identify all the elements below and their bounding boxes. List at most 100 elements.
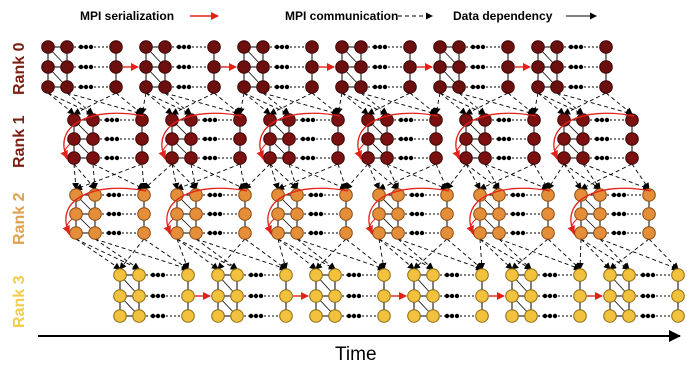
serialization-arrow	[452, 112, 537, 159]
ellipsis-dot	[470, 64, 476, 70]
ellipsis-dot	[351, 272, 357, 278]
ellipsis-dot	[552, 272, 558, 278]
legend: MPI serialization MPI communication Data…	[80, 9, 597, 23]
ellipsis-dot	[568, 64, 574, 70]
communication-arrow	[311, 92, 339, 115]
task-node	[67, 132, 81, 146]
task-node	[135, 113, 149, 127]
ellipsis-dot	[604, 117, 610, 123]
task-node	[377, 309, 391, 323]
ellipsis-dot	[449, 293, 455, 299]
task-node	[282, 151, 296, 165]
task-node	[113, 309, 127, 323]
communication-arrow	[439, 92, 467, 115]
communication-arrow	[164, 92, 192, 115]
ellipsis-dot	[181, 84, 187, 90]
ellipsis-dot	[310, 155, 316, 161]
rank-3-block-1	[211, 268, 293, 323]
communication-arrow	[269, 163, 298, 190]
communication-arrow	[537, 92, 565, 115]
task-node	[309, 309, 323, 323]
ellipsis-dot	[480, 44, 486, 50]
ellipsis-dot	[552, 313, 558, 319]
task-node	[671, 289, 685, 303]
communication-arrow	[73, 163, 96, 190]
rank-2-block-3	[372, 188, 454, 240]
rank-0-block-5	[531, 40, 613, 94]
ellipsis-dot	[510, 211, 516, 217]
communication-arrow	[143, 238, 189, 270]
communication-arrow	[244, 238, 287, 270]
communication-arrow	[145, 92, 192, 115]
task-node	[181, 309, 195, 323]
communication-arrow	[547, 238, 581, 270]
communication-arrow	[465, 92, 509, 115]
task-node	[622, 289, 636, 303]
communication-arrow	[277, 238, 288, 270]
task-node	[642, 207, 656, 221]
ellipsis-dot	[510, 230, 516, 236]
task-node	[524, 309, 538, 323]
ellipsis-dot	[155, 313, 161, 319]
ellipsis-dot	[78, 64, 84, 70]
communication-arrow	[599, 238, 630, 270]
ellipsis-dot	[202, 117, 208, 123]
task-node	[132, 309, 146, 323]
task-node	[207, 40, 221, 54]
rank-2-block-0	[69, 188, 151, 240]
task-node	[233, 113, 247, 127]
task-node	[67, 151, 81, 165]
ellipsis-dot	[305, 155, 311, 161]
task-node	[158, 60, 172, 74]
task-node	[574, 207, 588, 221]
communication-arrow	[582, 163, 601, 190]
ellipsis-dot	[106, 192, 112, 198]
task-node	[492, 207, 506, 221]
task-node	[170, 207, 184, 221]
communication-arrow	[262, 92, 290, 115]
ellipsis-dot	[88, 84, 94, 90]
ellipsis-dot	[279, 64, 285, 70]
ellipsis-dot	[650, 313, 656, 319]
communication-arrow	[75, 163, 143, 191]
communication-arrow	[94, 238, 189, 271]
serialization-arrow	[264, 187, 349, 234]
task-node	[233, 151, 247, 165]
ellipsis-dot	[515, 230, 521, 236]
task-node	[271, 226, 285, 240]
ellipsis-dot	[475, 84, 481, 90]
communication-arrows	[47, 92, 679, 271]
ellipsis-dot	[186, 44, 192, 50]
serialization-arrow	[163, 187, 248, 234]
ellipsis-dot	[212, 155, 218, 161]
ellipsis-dot	[568, 84, 574, 90]
task-node	[165, 132, 179, 146]
ellipsis-dot	[611, 230, 617, 236]
communication-arrow	[378, 163, 437, 190]
task-node	[478, 151, 492, 165]
ellipsis-dot	[470, 84, 476, 90]
serialization-arrow	[357, 143, 365, 161]
communication-arrow	[378, 238, 434, 270]
task-node	[475, 268, 489, 282]
rank-3-block-0	[113, 268, 195, 323]
task-node	[550, 40, 564, 54]
ellipsis-dot	[568, 44, 574, 50]
ellipsis-dot	[403, 155, 409, 161]
task-node	[237, 80, 251, 94]
task-node	[271, 207, 285, 221]
ellipsis-dot	[616, 211, 622, 217]
ellipsis-dot	[640, 272, 646, 278]
task-node	[60, 80, 74, 94]
task-node	[541, 226, 555, 240]
ellipsis-dot	[640, 293, 646, 299]
ellipsis-dot	[409, 192, 415, 198]
serialization-arrow	[62, 187, 147, 234]
ellipsis-dot	[253, 313, 259, 319]
task-node	[473, 226, 487, 240]
task-node	[527, 113, 541, 127]
communication-arrow	[277, 163, 339, 190]
ellipsis-dot	[176, 64, 182, 70]
ellipsis-dot	[501, 155, 507, 161]
communication-arrow	[277, 238, 317, 270]
